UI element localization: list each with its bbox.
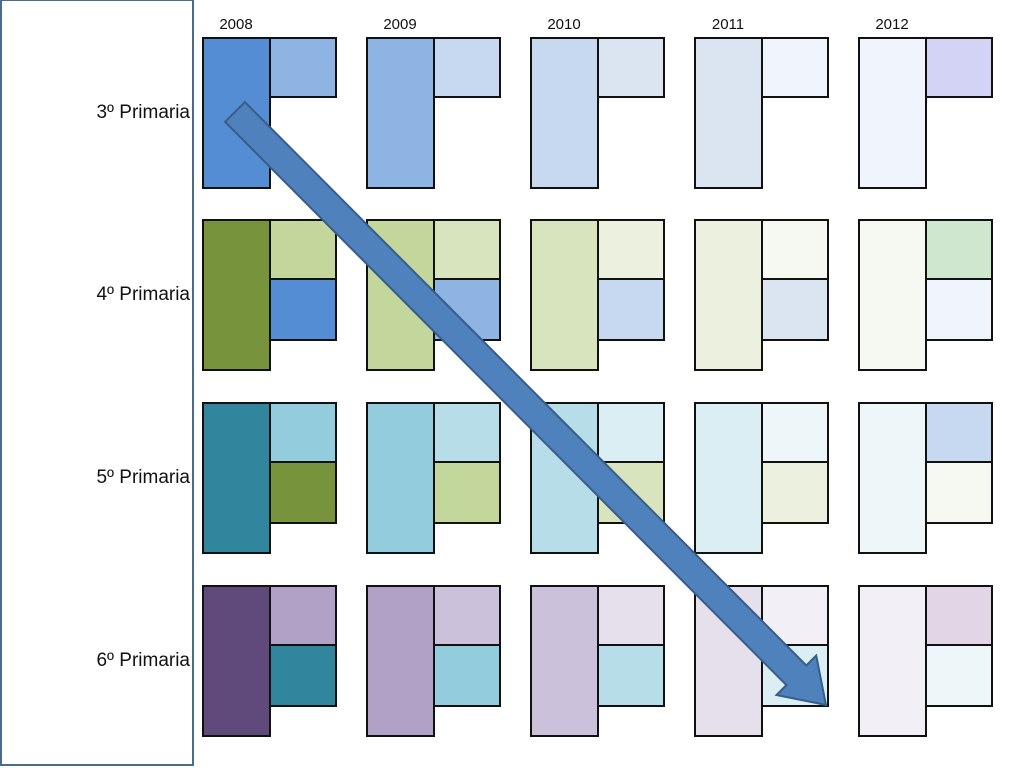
cohort-top-box	[269, 402, 337, 463]
cohort-main-box	[202, 585, 271, 737]
cohort-top-box	[433, 37, 501, 98]
cohort-bottom-box	[761, 278, 829, 341]
cohort-bottom-box	[269, 644, 337, 707]
cohort-bottom-box	[597, 644, 665, 707]
cohort-main-box	[366, 219, 435, 371]
cohort-top-box	[597, 402, 665, 463]
grade-label: 5º Primaria	[96, 467, 190, 488]
cohort-main-box	[530, 402, 599, 554]
cohort-bottom-box	[433, 278, 501, 341]
cohort-main-box	[858, 219, 927, 371]
cohort-top-box	[925, 585, 993, 646]
cohort-main-box	[858, 585, 927, 737]
cohort-bottom-box	[761, 461, 829, 524]
cohort-top-box	[597, 585, 665, 646]
cohort-top-box	[433, 219, 501, 280]
cohort-main-box	[366, 585, 435, 737]
cohort-top-box	[269, 219, 337, 280]
cohort-top-box	[761, 37, 829, 98]
cohort-main-box	[202, 219, 271, 371]
cohort-bottom-box	[433, 461, 501, 524]
cohort-main-box	[366, 37, 435, 189]
cohort-top-box	[761, 402, 829, 463]
cohort-bottom-box	[433, 644, 501, 707]
grade-label: 4º Primaria	[96, 284, 190, 305]
cohort-top-box	[597, 37, 665, 98]
year-label: 2011	[711, 16, 745, 33]
cohort-top-box	[433, 585, 501, 646]
cohort-main-box	[530, 37, 599, 189]
cohort-main-box	[202, 37, 271, 189]
cohort-main-box	[530, 219, 599, 371]
cohort-main-box	[694, 219, 763, 371]
cohort-top-box	[269, 37, 337, 98]
cohort-main-box	[366, 402, 435, 554]
cohort-bottom-box	[925, 644, 993, 707]
cohort-bottom-box	[925, 461, 993, 524]
cohort-top-box	[761, 585, 829, 646]
cohort-bottom-box	[269, 278, 337, 341]
cohort-top-box	[433, 402, 501, 463]
grade-label: 3º Primaria	[96, 102, 190, 123]
cohort-top-box	[269, 585, 337, 646]
cohort-top-box	[925, 37, 993, 98]
cohort-main-box	[858, 402, 927, 554]
cohort-bottom-box	[925, 278, 993, 341]
cohort-top-box	[925, 219, 993, 280]
year-label: 2012	[875, 16, 909, 33]
cohort-top-box	[597, 219, 665, 280]
cohort-main-box	[694, 402, 763, 554]
cohort-bottom-box	[269, 461, 337, 524]
year-label: 2010	[547, 16, 581, 33]
grade-label: 6º Primaria	[96, 650, 190, 671]
cohort-bottom-box	[761, 644, 829, 707]
year-label: 2009	[383, 16, 417, 33]
cohort-main-box	[694, 37, 763, 189]
cohort-top-box	[925, 402, 993, 463]
side-panel	[0, 0, 194, 766]
cohort-main-box	[530, 585, 599, 737]
cohort-main-box	[694, 585, 763, 737]
cohort-bottom-box	[597, 278, 665, 341]
cohort-main-box	[858, 37, 927, 189]
year-label: 2008	[219, 16, 253, 33]
cohort-top-box	[761, 219, 829, 280]
cohort-bottom-box	[597, 461, 665, 524]
cohort-main-box	[202, 402, 271, 554]
